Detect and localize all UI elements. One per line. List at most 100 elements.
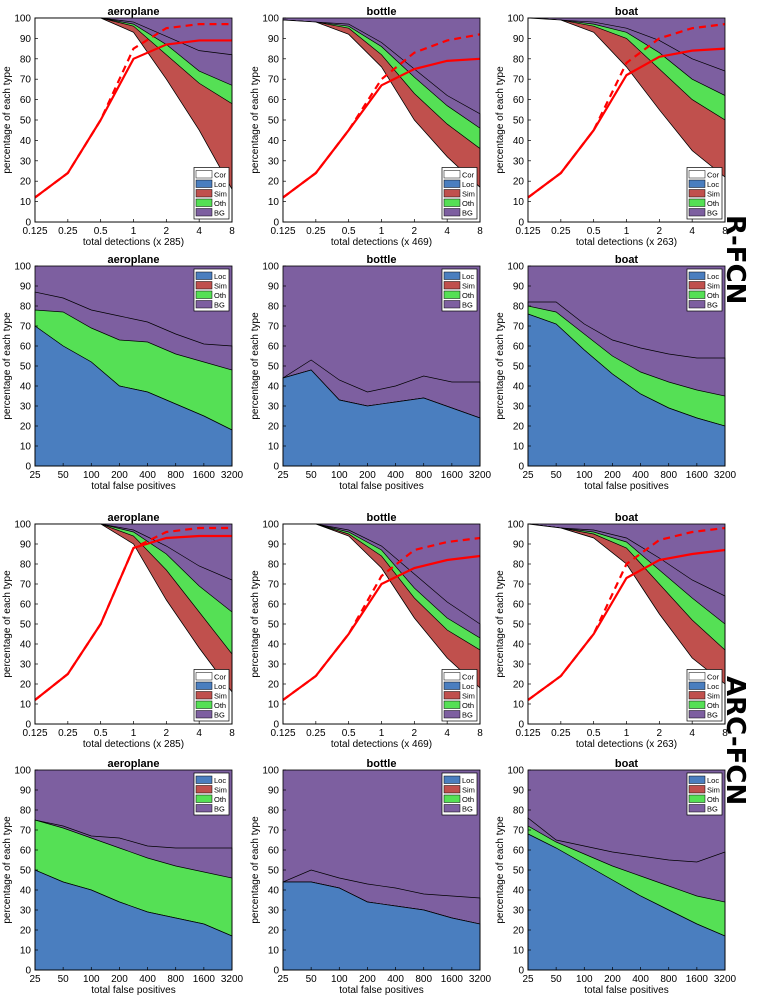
legend-swatch-bg: [688, 804, 706, 813]
chart-title: boat: [615, 254, 639, 266]
chart-8: 0 10 20 30 40 50 60 70 80 90 100 0.125 0.25 0.5 1 2 4 8 bo…: [250, 512, 483, 750]
y-tick-label: 50: [20, 116, 32, 127]
y-axis-label: percentage of each type: [495, 66, 506, 174]
chart-title: bottle: [367, 6, 397, 18]
y-tick-label: 50: [513, 620, 525, 631]
x-tick-label: 1: [624, 728, 630, 739]
y-tick-label: 0: [25, 218, 31, 229]
y-tick-label: 60: [513, 95, 525, 106]
x-tick-label: 0.125: [22, 728, 47, 739]
y-tick-label: 0: [273, 966, 279, 977]
legend-swatch-bg: [443, 208, 461, 217]
chart-2: 0 10 20 30 40 50 60 70 80 90 100 0.125 0.25 0.5 1 2 4 8 bo…: [250, 6, 483, 248]
y-tick-label: 70: [513, 826, 525, 837]
legend-swatch-loc: [443, 775, 461, 784]
y-tick-label: 80: [268, 302, 280, 313]
legend-label: Sim: [462, 786, 475, 795]
legend-swatch-sim: [688, 189, 706, 198]
y-tick-label: 30: [20, 906, 32, 917]
legend-swatch-sim: [688, 691, 706, 700]
y-tick-label: 30: [268, 402, 280, 413]
x-tick-label: 8: [722, 226, 728, 237]
chart-title: aeroplane: [108, 6, 160, 18]
x-tick-label: 25: [29, 470, 41, 481]
y-tick-label: 100: [14, 766, 31, 777]
recall-line: [282, 554, 481, 701]
legend-label: Oth: [462, 291, 474, 300]
chart-title: boat: [615, 758, 639, 770]
y-tick-label: 90: [513, 786, 525, 797]
x-tick-label: 4: [196, 226, 202, 237]
x-tick-label: 50: [551, 974, 563, 985]
y-tick-label: 50: [513, 866, 525, 877]
y-tick-label: 30: [268, 906, 280, 917]
y-tick-label: 20: [268, 680, 280, 691]
legend-swatch-cor: [688, 672, 706, 681]
x-tick-label: 0.25: [551, 728, 571, 739]
x-tick-label: 0.5: [587, 728, 601, 739]
x-tick-label: 200: [359, 974, 376, 985]
legend-swatch-loc: [195, 775, 213, 784]
y-tick-label: 100: [507, 520, 524, 531]
x-tick-label: 25: [29, 974, 41, 985]
y-tick-label: 50: [268, 620, 280, 631]
x-axis-label: total false positives: [339, 481, 424, 492]
x-tick-label: 0.25: [306, 226, 326, 237]
chart-title: boat: [615, 6, 639, 18]
legend-label: Sim: [707, 282, 720, 291]
legend-label: Loc: [707, 180, 719, 189]
y-tick-label: 10: [513, 700, 525, 711]
legend-label: BG: [707, 301, 718, 310]
y-tick-label: 50: [513, 362, 525, 373]
y-tick-label: 90: [20, 282, 32, 293]
y-tick-label: 40: [20, 136, 32, 147]
y-tick-label: 80: [268, 54, 280, 65]
x-tick-label: 100: [83, 974, 100, 985]
y-tick-label: 80: [20, 302, 32, 313]
y-tick-label: 40: [268, 136, 280, 147]
x-tick-label: 2: [657, 728, 663, 739]
chart-10: 0 10 20 30 40 50 60 70 80 90 100 25 50 100 200 400 800 16…: [2, 758, 244, 996]
y-tick-label: 100: [507, 766, 524, 777]
x-axis-label: total detections (x 285): [83, 237, 184, 248]
x-tick-label: 4: [196, 728, 202, 739]
legend-swatch-sim: [443, 189, 461, 198]
y-tick-label: 90: [513, 540, 525, 551]
legend-label: Sim: [462, 190, 475, 199]
legend-swatch-oth: [443, 290, 461, 299]
legend-label: BG: [214, 209, 225, 218]
y-tick-label: 50: [513, 116, 525, 127]
x-axis-label: total false positives: [91, 985, 176, 996]
legend-label: Sim: [214, 190, 227, 199]
legend-label: Sim: [707, 692, 720, 701]
x-tick-label: 50: [306, 470, 318, 481]
legend-label: Sim: [214, 692, 227, 701]
legend-label: BG: [462, 209, 473, 218]
legend-label: Loc: [462, 776, 474, 785]
x-tick-label: 200: [111, 974, 128, 985]
legend-label: Sim: [462, 282, 475, 291]
x-tick-label: 2: [657, 226, 663, 237]
legend-label: Oth: [707, 701, 719, 710]
y-axis-label: percentage of each type: [2, 816, 13, 924]
y-tick-label: 40: [513, 886, 525, 897]
x-tick-label: 0.25: [306, 728, 326, 739]
legend-swatch-sim: [195, 189, 213, 198]
y-tick-label: 10: [268, 946, 280, 957]
x-tick-label: 0.25: [58, 728, 78, 739]
legend-label: Cor: [707, 673, 720, 682]
y-tick-label: 30: [20, 660, 32, 671]
legend-swatch-oth: [195, 290, 213, 299]
y-tick-label: 100: [507, 14, 524, 25]
x-tick-label: 3200: [221, 974, 244, 985]
x-tick-label: 400: [139, 974, 156, 985]
legend-label: Sim: [214, 282, 227, 291]
legend-swatch-bg: [688, 208, 706, 217]
legend-swatch-loc: [443, 179, 461, 188]
y-tick-label: 70: [268, 580, 280, 591]
legend-swatch-sim: [688, 281, 706, 290]
x-tick-label: 3200: [714, 974, 737, 985]
legend-swatch-bg: [443, 300, 461, 309]
y-tick-label: 30: [513, 402, 525, 413]
